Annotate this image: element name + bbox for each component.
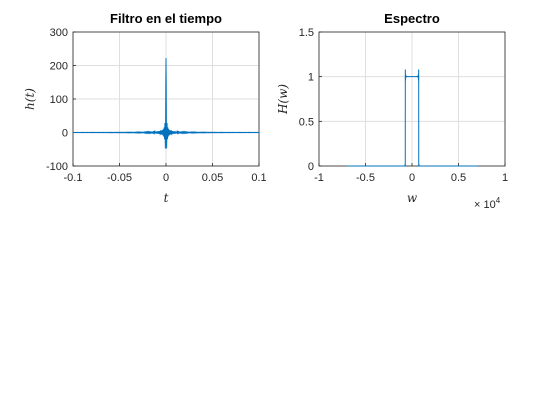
x-tick-label: -1 bbox=[314, 172, 324, 184]
x-tick-label: -0.1 bbox=[64, 172, 83, 184]
x-exponent-power: 4 bbox=[496, 196, 501, 205]
y-tick-label: 300 bbox=[50, 27, 68, 39]
series-line-time bbox=[72, 58, 260, 149]
y-tick-label: 1.5 bbox=[299, 27, 314, 39]
x-tick-label: 0 bbox=[409, 172, 415, 184]
title-spectrum: Espectro bbox=[384, 11, 440, 26]
y-tick-label: 0.5 bbox=[299, 116, 314, 128]
y-tick-label: 0 bbox=[308, 161, 314, 173]
y-ticks-time: -100 0 100 200 300 bbox=[46, 27, 76, 173]
title-time: Filtro en el tiempo bbox=[110, 11, 222, 26]
y-tick-label: 200 bbox=[50, 61, 68, 73]
x-exponent-base: × 10 bbox=[474, 199, 496, 211]
y-tick-label: 0 bbox=[62, 128, 68, 140]
y-axis-label-spectrum: H(w) bbox=[276, 84, 290, 115]
x-ticks-time: -0.1 -0.05 0 0.05 0.1 bbox=[64, 163, 267, 184]
subplot-spectrum: Espectro 0 0.5 1 1.5 -1 -0.5 0 0.5 1 w H(w) × 1… bbox=[276, 11, 508, 211]
y-axis-label-time: h(t) bbox=[23, 88, 37, 110]
x-tick-label: -0.5 bbox=[356, 172, 375, 184]
x-axis-label-time: t bbox=[164, 191, 169, 205]
x-tick-label: -0.05 bbox=[107, 172, 132, 184]
y-tick-label: 100 bbox=[50, 94, 68, 106]
y-tick-label: -100 bbox=[46, 161, 68, 173]
x-tick-label: 1 bbox=[502, 172, 508, 184]
x-tick-label: 0.5 bbox=[451, 172, 466, 184]
x-tick-label: 0.05 bbox=[202, 172, 223, 184]
grid-spectrum bbox=[318, 31, 506, 167]
y-ticks-spectrum: 0 0.5 1 1.5 bbox=[299, 27, 322, 173]
y-tick-label: 1 bbox=[308, 72, 314, 84]
x-exponent-label-spectrum: × 104 bbox=[474, 196, 501, 211]
x-axis-label-spectrum: w bbox=[407, 191, 418, 205]
series-line-spectrum bbox=[346, 69, 478, 167]
x-tick-label: 0.1 bbox=[251, 172, 266, 184]
x-tick-label: 0 bbox=[163, 172, 169, 184]
x-ticks-spectrum: -1 -0.5 0 0.5 1 bbox=[314, 163, 508, 184]
